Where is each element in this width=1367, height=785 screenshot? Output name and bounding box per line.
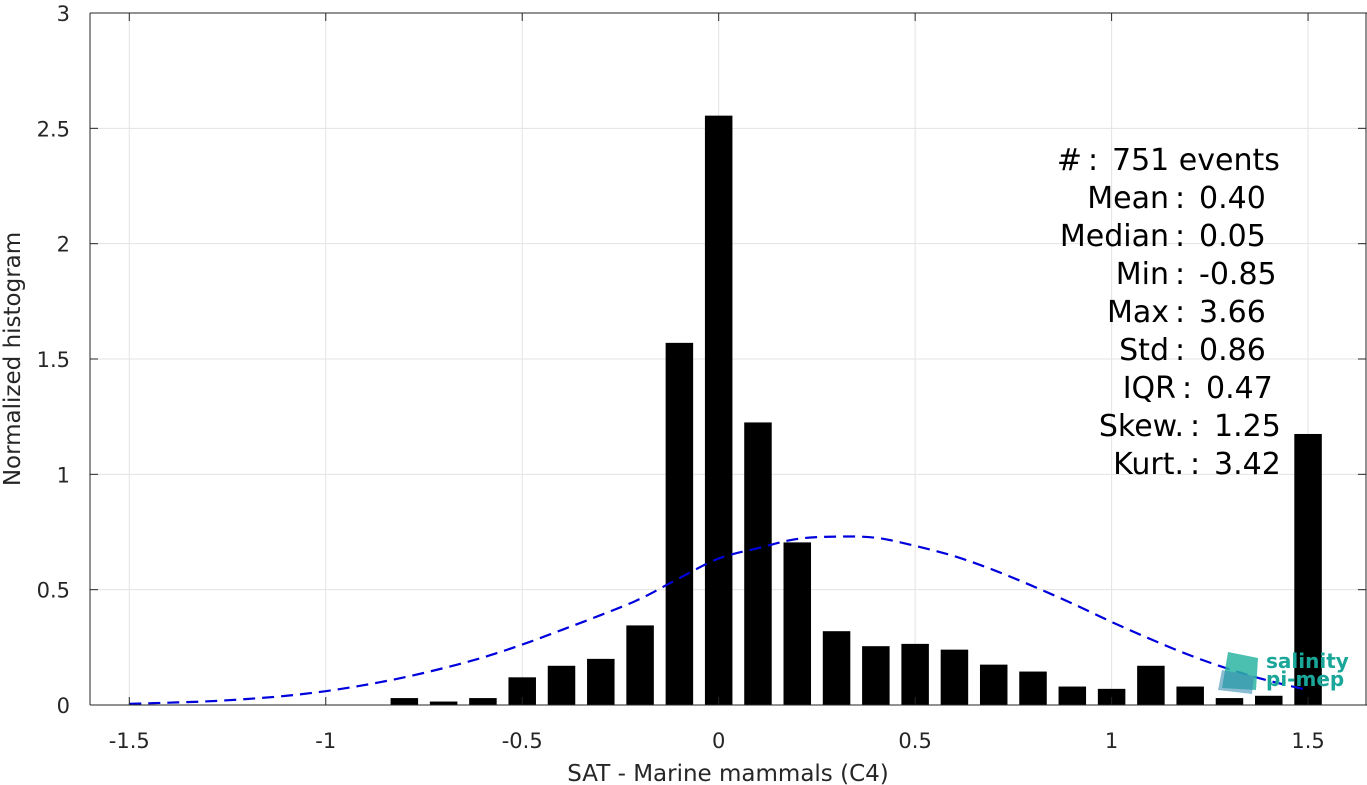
y-axis-label: Normalized histogram [0, 232, 26, 486]
bar [587, 658, 615, 705]
stat-label: Median [1060, 219, 1169, 254]
stat-label: Std [1119, 333, 1169, 368]
bar [1255, 695, 1283, 705]
stat-separator: : [1190, 447, 1200, 482]
y-tick-label: 2 [57, 233, 70, 257]
bar [429, 701, 458, 705]
x-tick-label: -1.5 [109, 729, 150, 753]
y-tick-label: 1 [57, 463, 70, 487]
stat-separator: : [1175, 257, 1185, 292]
y-tick-label: 1.5 [37, 348, 70, 372]
stat-value: 1.25 [1214, 409, 1281, 444]
stat-value: 3.42 [1214, 447, 1281, 482]
x-tick-label: 1 [1105, 729, 1118, 753]
x-tick-label: 1.5 [1291, 729, 1324, 753]
y-tick-label: 3 [57, 2, 70, 26]
bar [547, 665, 576, 705]
x-ticks: -1.5 -1 -0.5 0 0.5 1 1.5 [109, 13, 1325, 753]
stat-label: IQR [1123, 371, 1176, 406]
x-tick-label: -1 [315, 729, 336, 753]
bar [1137, 665, 1165, 705]
y-tick-label: 0 [57, 694, 70, 718]
bar [1097, 688, 1126, 705]
logo-line1: salinity [1266, 649, 1349, 673]
logo-mark-shadow [1218, 670, 1254, 694]
y-tick-label: 2.5 [37, 117, 70, 141]
stat-label: Kurt. [1113, 447, 1184, 482]
bar [783, 542, 812, 705]
bar [704, 115, 733, 705]
stat-label: Skew. [1099, 409, 1184, 444]
logo-line2: pi-mep [1266, 667, 1344, 691]
y-tick-label: 0.5 [37, 579, 70, 603]
bar [1058, 686, 1087, 705]
stat-value: 0.47 [1206, 371, 1273, 406]
stat-separator: : [1175, 333, 1185, 368]
stat-value: 0.86 [1199, 333, 1266, 368]
stat-label: Mean [1087, 181, 1169, 216]
bar [1176, 686, 1204, 705]
bar [665, 342, 694, 705]
stat-separator: : [1088, 143, 1098, 178]
bar [901, 643, 929, 705]
stat-label: Min [1116, 257, 1169, 292]
bar [1215, 698, 1244, 705]
bar [469, 698, 497, 705]
stat-value: 3.66 [1199, 295, 1266, 330]
stat-label: Max [1107, 295, 1169, 330]
stat-separator: : [1175, 219, 1185, 254]
bar [979, 664, 1008, 705]
fit-curve [129, 535, 1309, 705]
bar [744, 422, 772, 705]
stat-separator: : [1175, 295, 1185, 330]
bar [626, 625, 654, 705]
stat-value: 751 events [1112, 143, 1280, 178]
stat-value: 0.40 [1199, 181, 1266, 216]
bar [1294, 433, 1322, 705]
stat-separator: : [1190, 409, 1200, 444]
x-tick-label: 0 [712, 729, 725, 753]
stat-value: -0.85 [1199, 257, 1277, 292]
stat-value: 0.05 [1199, 219, 1266, 254]
bar [862, 646, 890, 705]
stat-separator: : [1182, 371, 1192, 406]
bar [940, 649, 969, 705]
bar [1019, 671, 1047, 705]
stat-separator: : [1175, 181, 1185, 216]
x-tick-label: 0.5 [898, 729, 931, 753]
bar [822, 631, 851, 705]
salinity-pimep-logo: salinity pi-mep [1218, 649, 1349, 694]
x-axis-label: SAT - Marine mammals (C4) [567, 761, 889, 785]
stat-label: # [1057, 143, 1082, 178]
y-ticks: 0 0.5 1 1.5 2 2.5 3 [37, 2, 1366, 718]
x-tick-label: -0.5 [502, 729, 543, 753]
bar [390, 698, 419, 705]
